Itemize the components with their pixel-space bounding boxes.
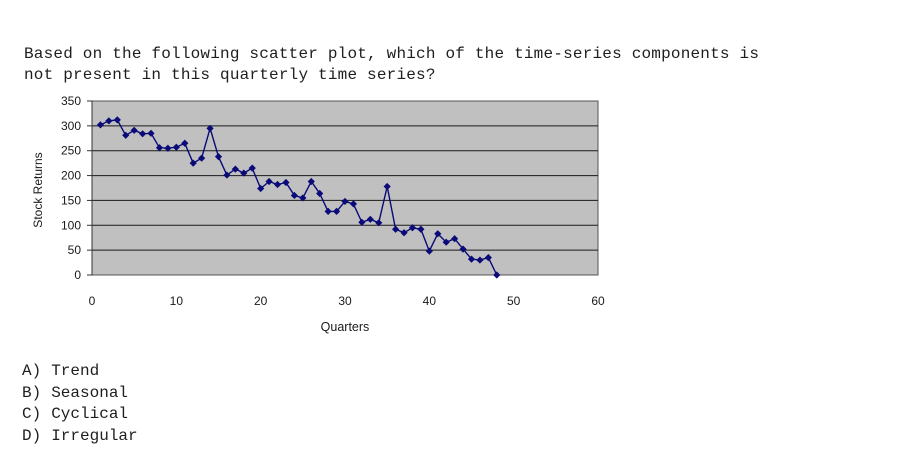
data-point [240, 169, 248, 177]
x-tick-label: 20 [254, 294, 268, 308]
data-point [307, 177, 315, 186]
question-line-2: not present in this quarterly time serie… [24, 66, 436, 84]
data-point [223, 171, 231, 179]
x-tick-label: 0 [89, 294, 96, 308]
data-point [434, 230, 442, 238]
x-axis-label: Quarters [321, 320, 370, 334]
data-point [417, 225, 425, 233]
y-tick-label: 50 [68, 243, 82, 257]
option-b[interactable]: B) Seasonal [22, 383, 129, 402]
data-point [299, 194, 307, 202]
option-a[interactable]: A) Trend [22, 362, 100, 380]
x-tick-label: 60 [591, 294, 605, 308]
data-point [324, 207, 332, 215]
x-tick-label: 40 [423, 294, 437, 308]
data-point [493, 271, 501, 279]
option-c[interactable]: C) Cyclical [22, 405, 129, 423]
data-point [400, 229, 408, 237]
data-point [316, 189, 324, 198]
data-point [349, 200, 358, 208]
data-point [408, 224, 417, 232]
plot-area: 0 50 100 150 200 250 300 350 0 10 20 30 40 50 60 [61, 94, 605, 308]
data-point [282, 178, 290, 187]
data-point [484, 254, 492, 262]
data-point [459, 245, 467, 253]
data-point [392, 225, 400, 233]
answer-options: A) Trend B) Seasonal C) Cyclical D) Irregula… [22, 361, 138, 447]
data-point [214, 153, 223, 161]
data-point [451, 235, 459, 243]
x-tick-label: 10 [170, 294, 184, 308]
data-point [290, 191, 298, 200]
data-point [467, 255, 476, 263]
data-point [383, 182, 391, 191]
data-point [147, 129, 155, 137]
question-text: Based on the following scatter plot, whi… [24, 44, 894, 86]
data-point [164, 144, 172, 152]
data-point [265, 177, 273, 186]
data-point [442, 238, 450, 246]
data-point [105, 117, 113, 125]
question-line-1: Based on the following scatter plot, whi… [24, 45, 760, 63]
data-point [122, 131, 130, 139]
y-tick-label: 0 [74, 268, 81, 282]
y-tick-label: 100 [61, 218, 81, 232]
data-point [206, 124, 214, 132]
data-point [96, 121, 105, 129]
data-point [248, 164, 256, 172]
data-point [273, 180, 282, 189]
data-point [181, 139, 189, 147]
data-point [375, 219, 383, 227]
x-tick-label: 30 [338, 294, 352, 308]
data-point [113, 116, 121, 124]
y-tick-label: 200 [61, 169, 81, 183]
data-point [425, 247, 433, 255]
plot-background [91, 100, 599, 276]
data-point [231, 165, 239, 173]
data-point [332, 207, 341, 215]
data-point [172, 143, 180, 151]
data-point [130, 126, 138, 134]
y-axis-label: Stock Returns [31, 152, 45, 227]
data-point [189, 159, 197, 167]
data-point [476, 256, 484, 264]
y-tick-label: 300 [61, 119, 81, 133]
y-tick-label: 150 [61, 193, 81, 207]
option-d[interactable]: D) Irregular [22, 426, 138, 445]
data-point [139, 130, 147, 138]
x-tick-label: 50 [507, 294, 521, 308]
data-point [341, 197, 349, 206]
data-point [198, 154, 206, 162]
y-tick-label: 350 [61, 94, 81, 108]
y-tick-label: 250 [61, 144, 81, 158]
data-point [366, 215, 374, 223]
data-point [358, 218, 366, 226]
data-point [257, 184, 265, 193]
data-point [155, 144, 164, 152]
